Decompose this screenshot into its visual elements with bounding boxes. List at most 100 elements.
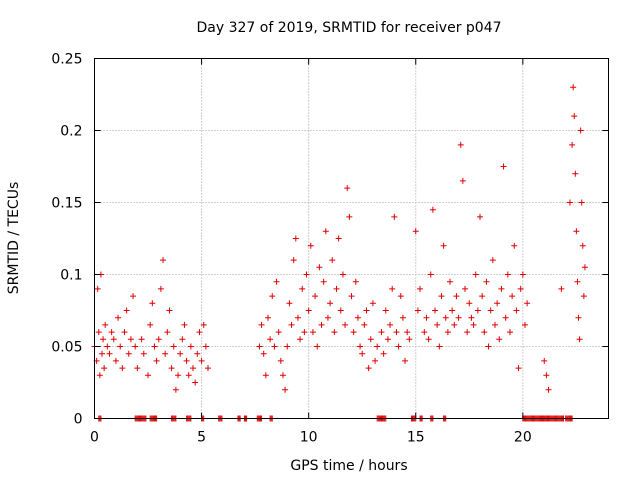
data-point: [179, 336, 186, 343]
data-point: [269, 293, 276, 300]
data-point: [509, 293, 516, 300]
data-point: [350, 329, 357, 336]
data-point: [581, 264, 588, 271]
x-tick-label: 0: [90, 430, 99, 446]
data-point: [359, 350, 366, 357]
data-point: [580, 293, 587, 300]
data-point: [372, 357, 379, 364]
data-point: [348, 293, 355, 300]
data-point: [104, 343, 111, 350]
data-point: [429, 206, 436, 213]
data-point: [299, 285, 306, 292]
y-tick-label: 0.05: [51, 340, 82, 356]
data-point: [168, 365, 175, 372]
data-point: [451, 321, 458, 328]
data-point: [566, 199, 573, 206]
data-point: [202, 343, 209, 350]
data-point: [477, 213, 483, 220]
data-point: [279, 372, 286, 379]
x-tick-label: 10: [300, 430, 318, 446]
data-point: [483, 278, 490, 285]
data-point: [543, 372, 550, 379]
data-point: [130, 293, 137, 300]
data-point: [134, 365, 141, 372]
data-point: [406, 336, 413, 343]
data-point: [489, 257, 496, 264]
data-point: [187, 343, 194, 350]
data-point: [393, 329, 400, 336]
data-point: [558, 285, 565, 292]
data-point: [284, 343, 291, 350]
data-point: [391, 213, 398, 220]
data-point: [496, 336, 503, 343]
data-point: [329, 257, 336, 264]
data-point: [449, 307, 456, 314]
data-point: [576, 336, 583, 343]
data-point: [273, 278, 280, 285]
data-point: [125, 350, 132, 357]
data-point: [404, 329, 411, 336]
data-point: [98, 350, 105, 357]
data-point: [320, 278, 327, 285]
data-point: [170, 343, 177, 350]
data-point: [318, 321, 325, 328]
data-point: [491, 321, 498, 328]
data-point: [160, 257, 167, 264]
data-point: [382, 307, 389, 314]
data-point: [190, 365, 197, 372]
data-point: [498, 285, 505, 292]
data-point: [339, 271, 346, 278]
data-point: [455, 314, 462, 321]
data-point: [389, 285, 396, 292]
data-point: [166, 307, 173, 314]
data-point: [335, 235, 342, 242]
axis-ticks: 0 0.05 0.1 0.15 0.2 0.25 0 5 10 15 20: [51, 52, 609, 446]
data-point: [286, 300, 293, 307]
x-tick-label: 20: [514, 430, 532, 446]
data-points: [91, 84, 588, 422]
data-point: [506, 329, 513, 336]
data-point: [511, 242, 518, 249]
data-point: [577, 127, 584, 134]
data-point: [374, 343, 381, 350]
data-point: [412, 228, 419, 235]
data-point: [344, 185, 351, 192]
data-point: [327, 300, 334, 307]
data-point: [517, 285, 524, 292]
data-point: [331, 329, 338, 336]
data-point: [519, 271, 526, 278]
y-tick-label: 0.1: [60, 268, 82, 284]
data-point: [294, 314, 301, 321]
data-point: [365, 365, 372, 372]
data-point: [357, 343, 364, 350]
data-point: [205, 365, 212, 372]
data-point: [502, 314, 509, 321]
plot-frame: [94, 58, 609, 419]
grid-lines: [94, 58, 609, 419]
data-point: [117, 343, 124, 350]
data-point: [145, 372, 152, 379]
data-point: [194, 350, 201, 357]
data-point: [569, 141, 576, 148]
data-point: [258, 321, 265, 328]
y-tick-label: 0.25: [51, 52, 82, 68]
data-point: [297, 336, 304, 343]
data-point: [395, 343, 402, 350]
data-point: [571, 113, 578, 120]
data-point: [290, 257, 297, 264]
y-tick-label: 0.2: [60, 124, 82, 140]
data-point: [275, 329, 282, 336]
y-axis-label: SRMTID / TECUs: [6, 182, 22, 295]
data-point: [192, 379, 199, 386]
y-tick-label: 0.15: [51, 196, 82, 212]
data-point: [421, 329, 428, 336]
data-point: [438, 293, 445, 300]
data-point: [459, 177, 466, 184]
data-point: [95, 329, 102, 336]
data-point: [324, 314, 331, 321]
x-axis-label: GPS time / hours: [290, 458, 407, 474]
data-point: [108, 329, 115, 336]
data-point: [354, 314, 361, 321]
data-point: [101, 365, 108, 372]
data-point: [262, 372, 269, 379]
